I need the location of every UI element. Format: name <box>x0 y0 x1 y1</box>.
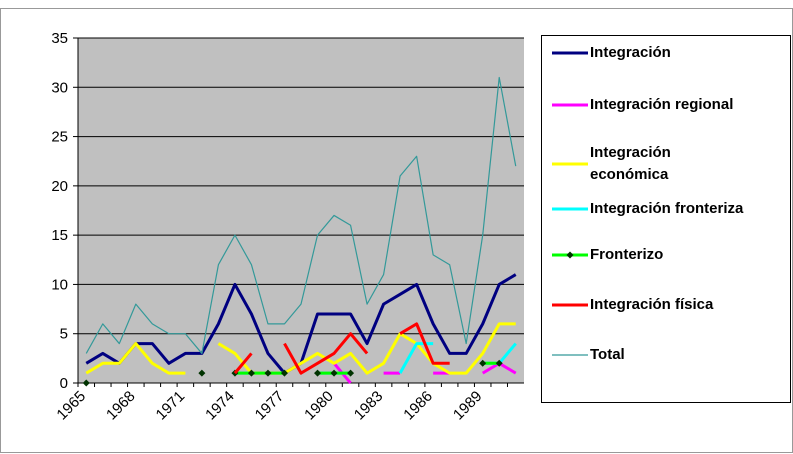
legend-item: Integración fronteriza <box>550 198 790 220</box>
legend-item: Fronterizo <box>550 244 790 266</box>
legend-swatch <box>552 303 588 307</box>
y-tick-label: 10 <box>51 276 68 293</box>
y-tick-label: 35 <box>51 30 68 47</box>
x-tick-label: 1974 <box>202 388 238 424</box>
x-tick-label: 1986 <box>400 388 436 424</box>
legend-swatch <box>552 103 588 107</box>
y-tick-label: 25 <box>51 129 68 146</box>
legend-label: Integración física <box>590 296 714 313</box>
y-tick-label: 15 <box>51 227 68 244</box>
series-lines <box>82 76 517 387</box>
y-tick-label: 0 <box>60 375 68 392</box>
legend-swatch <box>552 251 588 259</box>
series-marker <box>264 369 272 377</box>
x-tick-label: 1965 <box>53 388 89 424</box>
x-tick-label: 1968 <box>103 388 139 424</box>
x-tick-label: 1971 <box>153 388 189 424</box>
x-tick-label: 1980 <box>301 388 337 424</box>
legend-label: Total <box>590 346 625 363</box>
x-tick-label: 1983 <box>351 388 387 424</box>
plot-area <box>78 38 524 383</box>
series-marker <box>247 369 255 377</box>
series-marker <box>330 369 338 377</box>
legend-item: Integración <box>550 42 790 64</box>
legend-label: Integración regional <box>590 96 734 113</box>
legend-item: Total <box>550 344 790 366</box>
legend-item: Integración física <box>550 294 790 316</box>
legend: Integración Integración regional Integraci… <box>541 35 791 403</box>
series-marker <box>347 369 355 377</box>
x-tick-label: 1977 <box>252 388 288 424</box>
series-marker <box>479 359 487 367</box>
legend-label: Integración económica <box>590 144 671 183</box>
legend-swatch <box>552 162 588 166</box>
legend-label: Integración fronteriza <box>590 200 744 217</box>
series-marker <box>198 369 206 377</box>
y-tick-label: 5 <box>60 326 68 343</box>
y-tick-label: 30 <box>51 79 68 96</box>
series-marker <box>82 379 90 387</box>
series-marker <box>280 369 288 377</box>
legend-swatch <box>552 207 588 211</box>
legend-label: Integración <box>590 44 671 61</box>
legend-swatch <box>552 354 588 356</box>
legend-item: Integración económica <box>550 142 710 186</box>
series-line <box>233 322 450 375</box>
legend-item: Integración regional <box>550 94 790 116</box>
y-tick-label: 20 <box>51 178 68 195</box>
legend-marker <box>566 251 574 259</box>
grid <box>73 37 524 387</box>
series-line <box>85 76 517 355</box>
x-tick-label: 1989 <box>450 388 486 424</box>
series-marker <box>314 369 322 377</box>
legend-label: Fronterizo <box>590 246 664 263</box>
series-marker <box>495 359 503 367</box>
legend-swatch <box>552 51 588 55</box>
